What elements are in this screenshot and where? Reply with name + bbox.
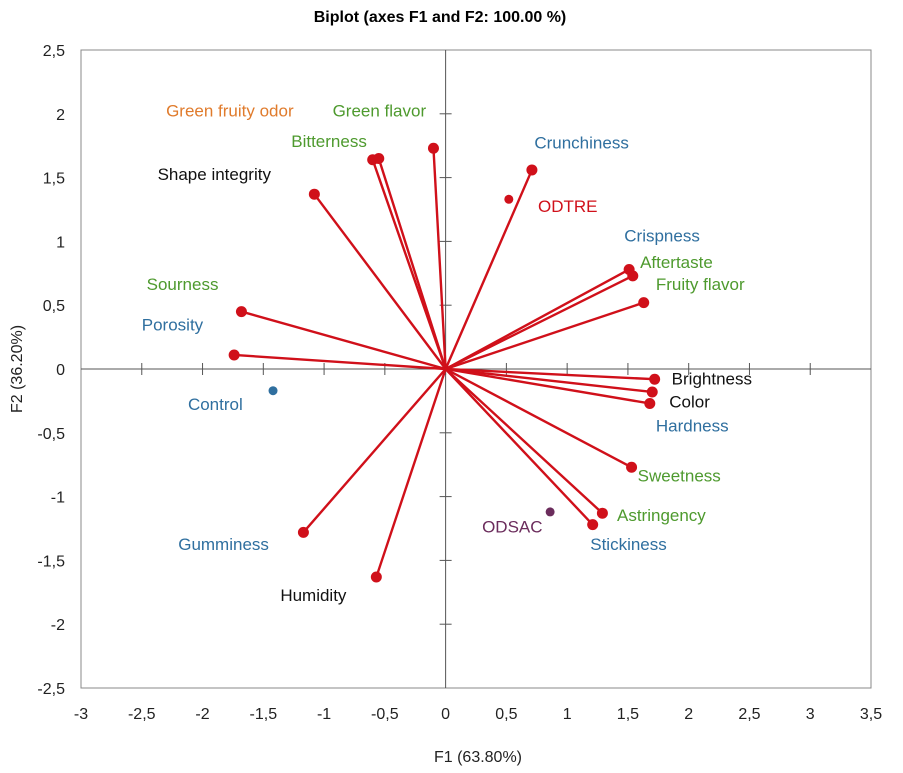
- vector-color: [444, 367, 654, 394]
- x-tick-label: -0,5: [371, 706, 399, 723]
- vector-fruity-flavor: [444, 301, 645, 371]
- label-fruity-flavor: Fruity flavor: [656, 275, 745, 294]
- chart-title: Biplot (axes F1 and F2: 100.00 %): [314, 9, 567, 26]
- label-sourness: Sourness: [147, 275, 219, 294]
- label-astringency: Astringency: [617, 506, 706, 525]
- vector-bitterness: [371, 158, 447, 371]
- label-porosity: Porosity: [142, 316, 204, 335]
- vector-crunchiness: [444, 168, 534, 371]
- label-brightness: Brightness: [672, 369, 752, 388]
- x-tick-label: 1,5: [617, 706, 639, 723]
- y-tick-label: 2,5: [43, 43, 65, 60]
- label-crunchiness: Crunchiness: [534, 133, 629, 152]
- vector-astringency: [444, 367, 604, 515]
- x-tick-label: -2: [195, 706, 209, 723]
- vector-point-fruity-flavor: [638, 297, 650, 309]
- vector-point-brightness: [649, 373, 661, 385]
- vector-point-sourness: [235, 306, 247, 318]
- vector-sweetness: [444, 367, 633, 469]
- y-tick-label: -0,5: [37, 426, 65, 443]
- label-humidity: Humidity: [280, 586, 347, 605]
- y-tick-label: 1,5: [43, 171, 65, 188]
- x-tick-label: 2,5: [738, 706, 760, 723]
- vector-point-color: [646, 386, 658, 398]
- label-control: Control: [188, 395, 243, 414]
- vector-point-porosity: [228, 349, 240, 361]
- vector-crispness: [444, 268, 631, 371]
- variable-vectors: [228, 142, 661, 583]
- vector-green-flavor: [432, 147, 447, 371]
- label-shape-integrity: Shape integrity: [158, 165, 272, 184]
- vector-point-stickiness: [587, 519, 599, 531]
- x-tick-label: 3,5: [860, 706, 882, 723]
- observation-point-control: [268, 386, 278, 396]
- y-axis-title: F2 (36.20%): [9, 325, 26, 413]
- label-sweetness: Sweetness: [638, 466, 721, 485]
- observation-points: [268, 194, 555, 517]
- vector-gumminess: [302, 367, 447, 534]
- label-bitterness: Bitterness: [291, 132, 367, 151]
- x-tick-label: 2: [684, 706, 693, 723]
- y-tick-label: 0: [56, 362, 65, 379]
- label-color: Color: [669, 392, 710, 411]
- x-tick-label: -1,5: [250, 706, 278, 723]
- vector-point-aftertaste: [627, 270, 639, 282]
- x-tick-label: 1: [563, 706, 572, 723]
- point-labels: Green fruity odor Green flavor Bitterness S…: [142, 101, 752, 605]
- observation-point-odtre: [504, 194, 514, 204]
- vector-point-humidity: [370, 571, 382, 583]
- x-axis-title: F1 (63.80%): [434, 749, 522, 766]
- x-tick-label: -2,5: [128, 706, 156, 723]
- y-tick-label: 1: [56, 234, 65, 251]
- y-tick-label: 0,5: [43, 298, 65, 315]
- vector-point-hardness: [644, 397, 656, 409]
- label-gumminess: Gumminess: [178, 535, 269, 554]
- y-tick-label: -2,5: [37, 681, 65, 698]
- observation-point-odsac: [545, 507, 555, 517]
- vector-point-astringency: [596, 507, 608, 519]
- label-odtre: ODTRE: [538, 197, 598, 216]
- label-green-flavor: Green flavor: [333, 101, 427, 120]
- vector-aftertaste: [444, 274, 634, 371]
- y-tick-label: -1,5: [37, 553, 65, 570]
- vector-point-sweetness: [626, 461, 638, 473]
- x-tick-label: -1: [317, 706, 331, 723]
- vector-hardness: [444, 367, 651, 405]
- vector-point-crunchiness: [526, 164, 538, 176]
- y-axis-ticks: -2,5 -2 -1,5 -1 -0,5 0 0,5 1 1,5 2 2,5: [37, 43, 452, 698]
- x-tick-label: 0,5: [495, 706, 517, 723]
- label-hardness: Hardness: [656, 417, 729, 436]
- label-stickiness: Stickiness: [590, 535, 667, 554]
- y-tick-label: -1: [51, 490, 65, 507]
- vector-brightness: [444, 367, 656, 381]
- y-tick-label: -2: [51, 617, 65, 634]
- label-aftertaste: Aftertaste: [640, 253, 713, 272]
- vector-shape-integrity: [313, 192, 447, 371]
- x-axis-ticks: -3 -2,5 -2 -1,5 -1 -0,5 0 0,5 1 1,5 2 2,5 3 3,5: [74, 363, 882, 723]
- vector-point-green-flavor: [427, 142, 439, 154]
- x-tick-label: 0: [441, 706, 450, 723]
- vector-humidity: [375, 367, 447, 579]
- label-green-fruity-odor: Green fruity odor: [166, 101, 294, 120]
- vector-sourness: [240, 310, 447, 371]
- x-tick-label: -3: [74, 706, 88, 723]
- y-tick-label: 2: [56, 107, 65, 124]
- x-tick-label: 3: [806, 706, 815, 723]
- vector-stickiness: [444, 367, 594, 526]
- vector-porosity: [232, 353, 447, 371]
- label-odsac: ODSAC: [482, 517, 542, 536]
- vector-point-bitterness: [367, 154, 379, 166]
- vector-point-gumminess: [297, 526, 309, 538]
- vector-point-shape-integrity: [308, 188, 320, 200]
- label-crispness: Crispness: [624, 226, 700, 245]
